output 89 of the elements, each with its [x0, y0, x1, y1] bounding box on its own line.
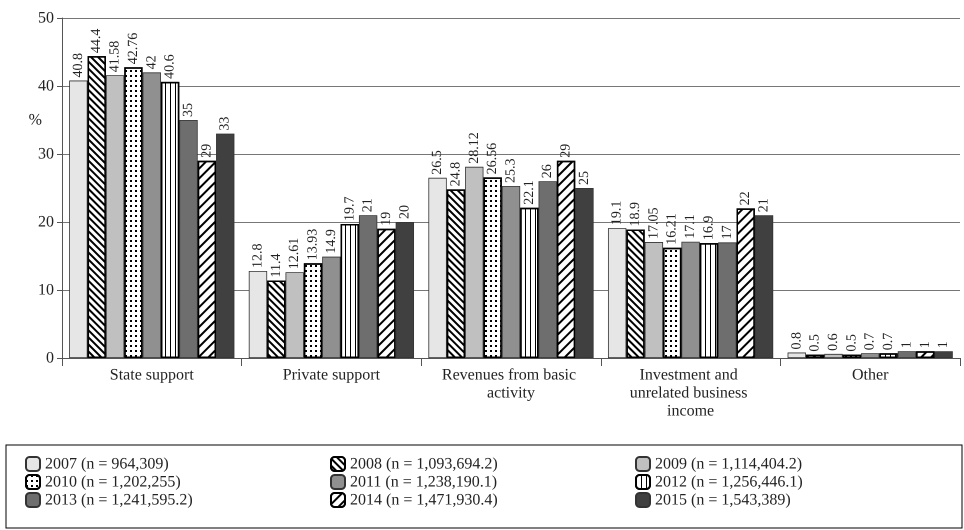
bar: [286, 272, 304, 358]
data-label: 13.93: [306, 228, 321, 260]
data-label: 26.5: [430, 150, 446, 175]
bar: [248, 270, 268, 358]
bar: [788, 352, 806, 358]
x-tick-label: Revenues from basic activity: [442, 366, 580, 402]
bar: [142, 72, 161, 358]
data-label: 22.1: [522, 180, 537, 205]
bar: [861, 353, 880, 358]
data-label: 0.6: [826, 333, 841, 351]
data-label: 17.05: [646, 208, 662, 240]
data-label: 12.8: [250, 243, 266, 268]
y-tick-label: 30: [38, 146, 54, 162]
data-label: 42: [144, 55, 160, 70]
data-label: 19: [378, 212, 394, 226]
data-label: 12.61: [287, 238, 302, 270]
x-tick-label: Investment and unrelated business income: [630, 366, 752, 420]
data-label: 11.4: [268, 253, 284, 278]
bar: [502, 186, 520, 358]
data-label: 20: [397, 205, 412, 219]
bar: [934, 351, 953, 358]
data-label: 44.4: [89, 28, 104, 54]
x-tick-label: Private support: [282, 366, 381, 384]
data-label: 16.21: [664, 213, 680, 245]
data-label: 41.58: [108, 40, 123, 72]
data-label: 25: [576, 171, 592, 185]
bar: [216, 134, 234, 358]
data-label: 24.8: [448, 162, 464, 186]
bar: [824, 354, 843, 358]
data-label: 40.6: [162, 54, 178, 79]
data-label: 1: [936, 341, 952, 348]
data-label: 19.1: [610, 200, 625, 226]
bar: [644, 242, 664, 358]
data-label: 0.5: [844, 334, 860, 352]
legend-label: 2009 (n = 1,114,404.2): [655, 456, 802, 472]
bar: [898, 351, 916, 358]
bar: [428, 178, 447, 358]
data-label: 14.9: [324, 229, 339, 254]
bar: [69, 80, 88, 358]
y-tick-label: 10: [38, 282, 54, 298]
y-axis-title: %: [28, 112, 42, 128]
data-label: 0.8: [789, 332, 804, 350]
data-label: 28.12: [466, 132, 482, 164]
bar: [465, 166, 484, 358]
data-label: 0.5: [808, 334, 823, 352]
data-label: 33: [218, 116, 233, 131]
data-label: 26.56: [485, 142, 500, 174]
data-label: 21: [360, 198, 376, 212]
legend-label: 2010 (n = 1,202,255): [45, 474, 181, 490]
data-label: 29: [558, 144, 574, 158]
data-label: 17.1: [683, 214, 698, 239]
data-label: 17: [720, 225, 735, 240]
legend-label: 2011 (n = 1,238,190.1): [350, 474, 498, 490]
data-label: 42.76: [126, 32, 141, 64]
data-label: 21: [756, 198, 772, 212]
data-label: 35: [181, 103, 196, 117]
bar: [396, 222, 414, 358]
data-label: 19.7: [342, 196, 358, 222]
bar: [575, 188, 594, 358]
data-label: 1: [899, 341, 914, 348]
bar: [538, 181, 557, 358]
data-label: 1: [918, 341, 933, 348]
legend-label: 2013 (n = 1,241,595.2): [45, 492, 193, 508]
x-tick-label: Other: [852, 366, 890, 384]
data-label: 26: [540, 164, 556, 178]
y-tick-label: 40: [38, 78, 54, 94]
data-label: 18.9: [628, 202, 644, 226]
bar: [681, 242, 700, 358]
bar: [106, 75, 124, 358]
bar: [322, 256, 341, 358]
bar: [718, 242, 736, 358]
bar: [754, 215, 774, 358]
y-tick-label: 20: [38, 214, 54, 230]
y-tick-label: 50: [38, 10, 54, 26]
data-label: 0.7: [862, 332, 878, 350]
data-label: 29: [199, 144, 214, 158]
legend-label: 2014 (n = 1,471,930.4): [350, 492, 498, 508]
data-label: 0.7: [881, 332, 896, 350]
legend-label: 2015 (n = 1,543,389): [655, 492, 791, 508]
legend-label: 2012 (n = 1,256,446.1): [655, 474, 803, 490]
legend-label: 2007 (n = 964,309): [45, 456, 169, 472]
y-tick-label: 0: [46, 350, 54, 366]
data-label: 40.8: [70, 53, 86, 78]
data-label: 25.3: [504, 158, 518, 183]
data-label: 16.9: [701, 216, 716, 240]
data-label: 22: [738, 191, 754, 206]
bar: [608, 228, 626, 358]
legend-label: 2008 (n = 1,093,694.2): [350, 456, 498, 472]
x-tick-label: State support: [110, 366, 194, 384]
